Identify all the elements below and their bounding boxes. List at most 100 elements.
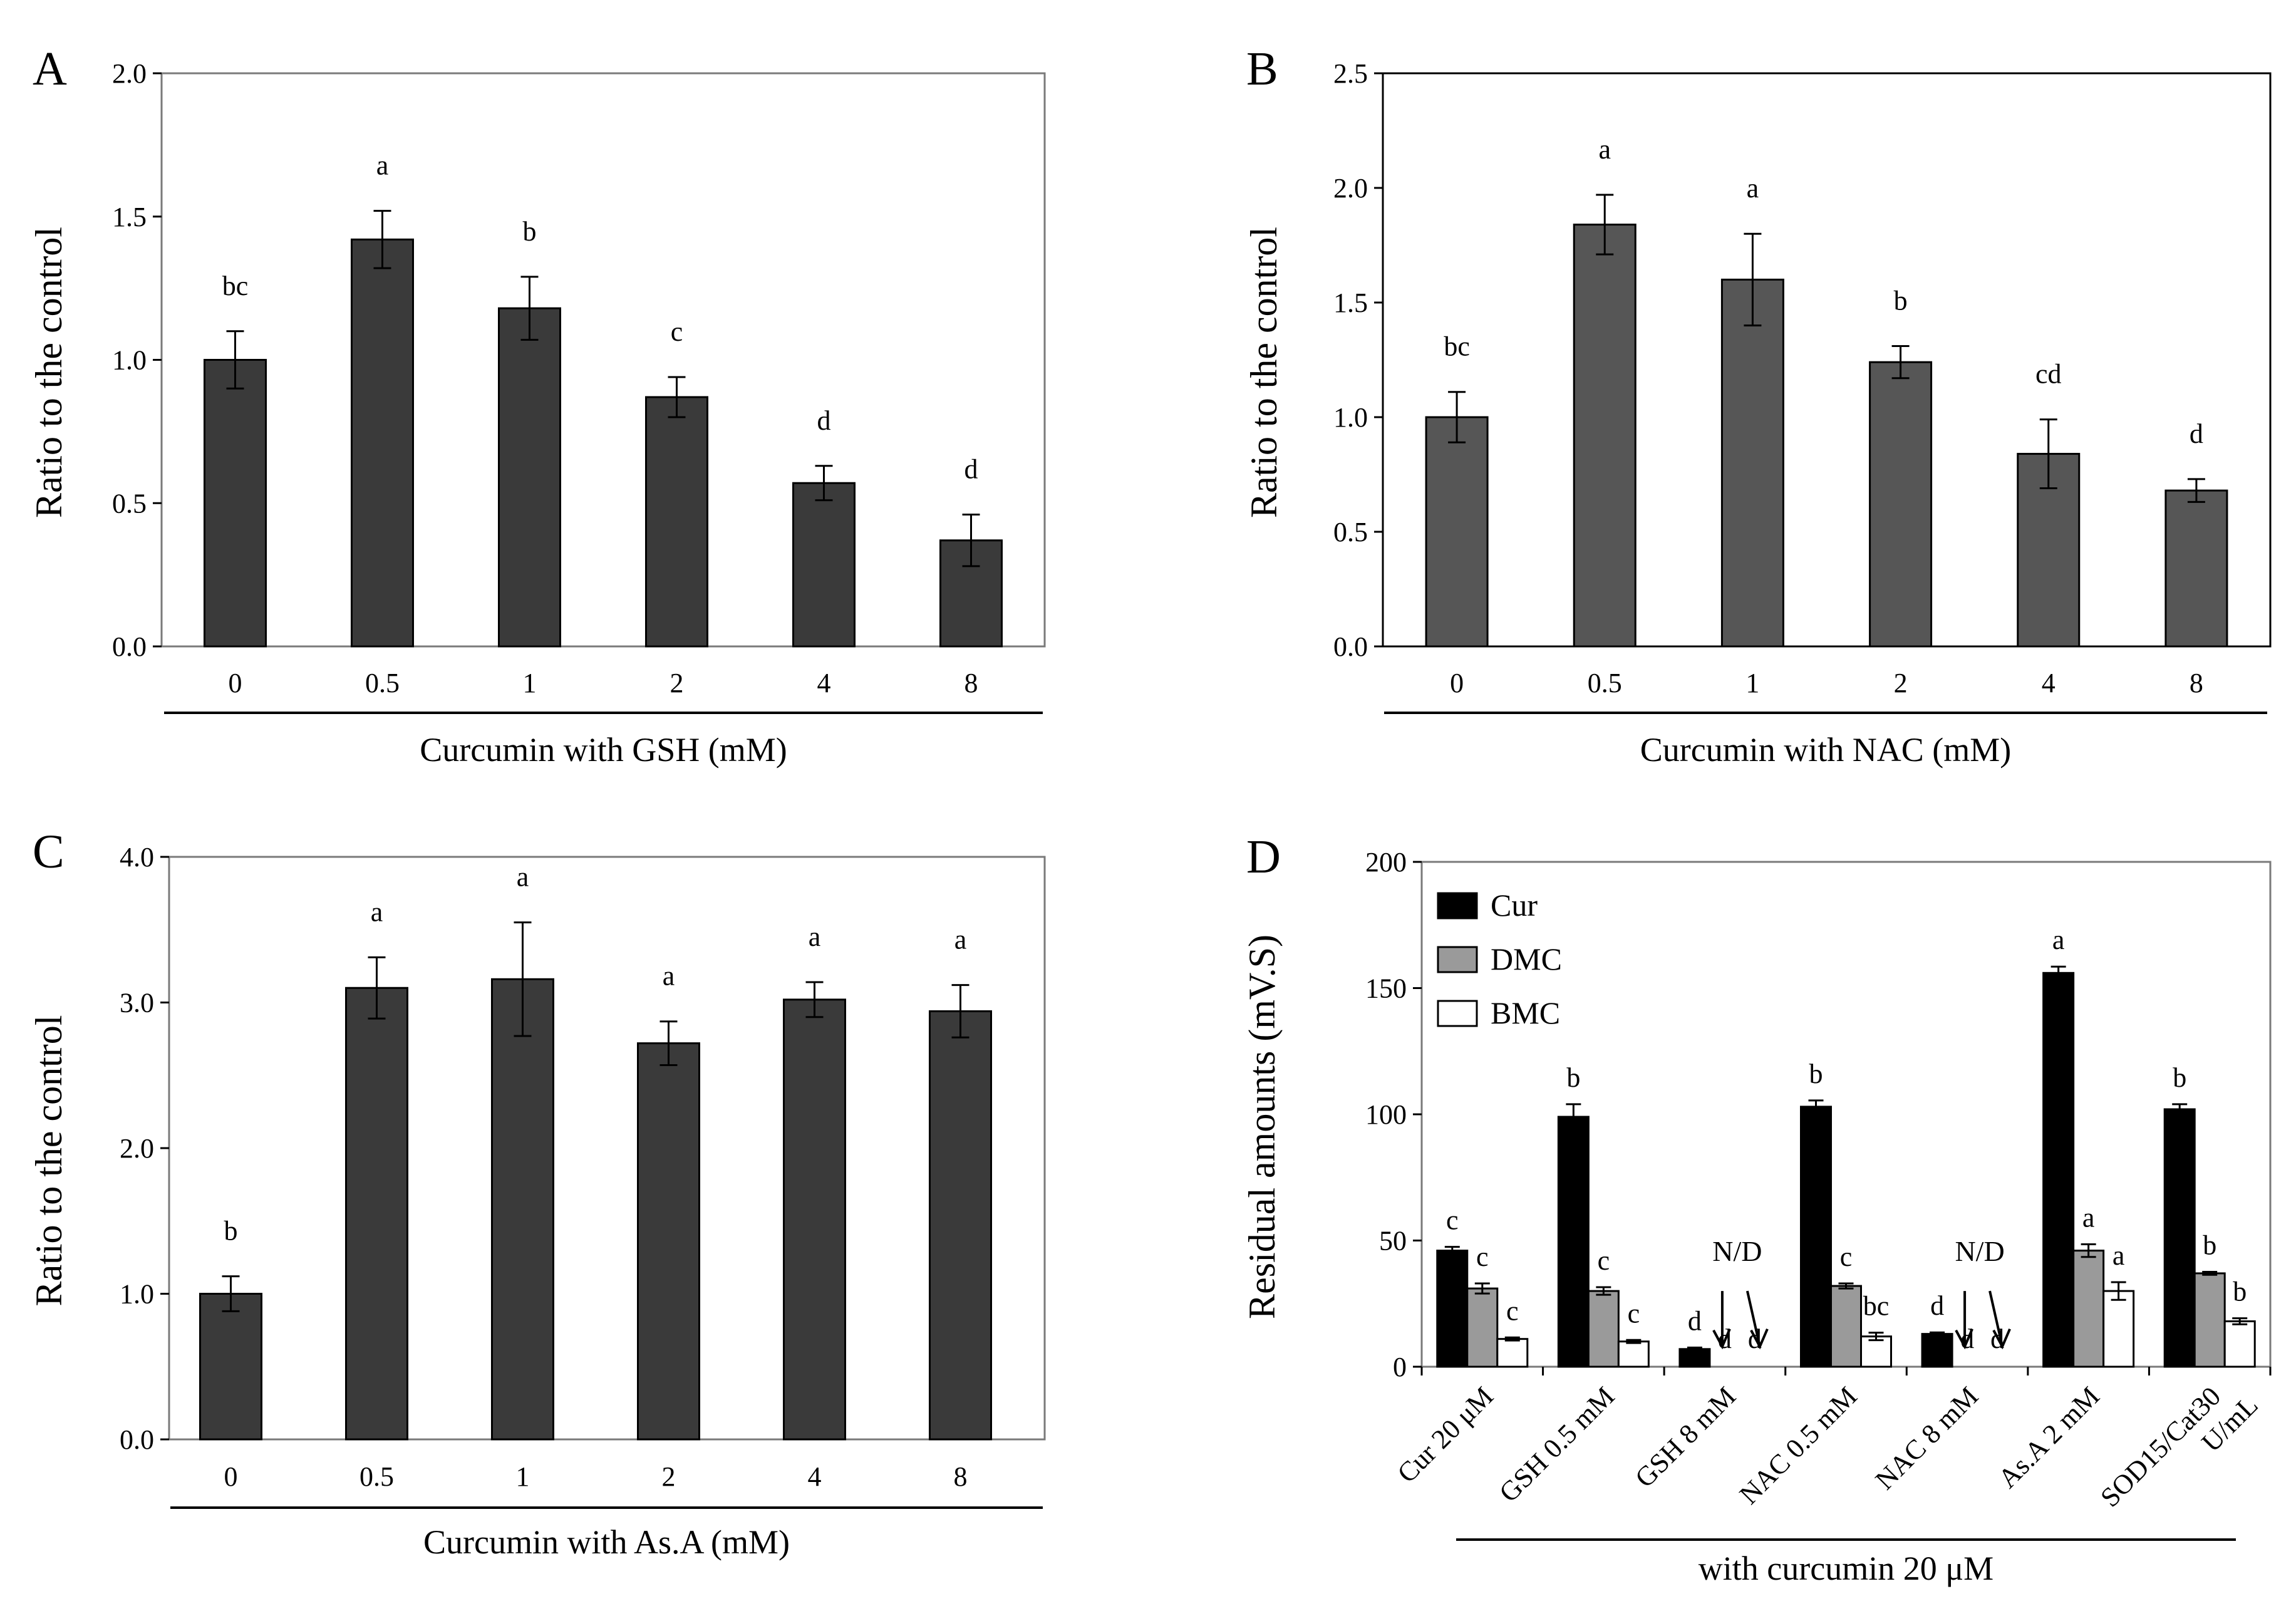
bar [1869, 361, 1933, 648]
x-category-label-line: GSH 8 mM [1629, 1381, 1742, 1493]
x-category-label: 0 [224, 1461, 238, 1492]
significance-letter: a [1747, 173, 1759, 204]
legend-swatch-dmc [1437, 946, 1478, 973]
bar [204, 359, 267, 648]
bar-dmc [2193, 1272, 2226, 1368]
legend-label-bmc: BMC [1491, 995, 1560, 1030]
bar [1573, 224, 1637, 648]
x-category-label-line: NAC 0.5 mM [1734, 1381, 1863, 1510]
significance-letter: a [1598, 134, 1611, 165]
bar-bmc [2102, 1290, 2135, 1368]
x-category-label: GSH 8 mM [1629, 1381, 1742, 1493]
bar [491, 978, 554, 1441]
significance-letter: a [376, 150, 389, 181]
bar [929, 1010, 992, 1441]
significance-letter: bc [222, 271, 249, 301]
y-axis-label: Ratio to the control [28, 227, 70, 518]
significance-letter: c [671, 316, 683, 347]
significance-letter: b [1809, 1059, 1823, 1089]
significance-letter: b [1566, 1062, 1580, 1093]
nd-arrowhead [1992, 1328, 2011, 1350]
nd-arrowhead [1750, 1328, 1769, 1350]
x-category-label: GSH 0.5 mM [1493, 1381, 1620, 1508]
nd-annotation: N/D [1955, 1235, 2004, 1267]
x-axis-label: with curcumin 20 μM [1699, 1550, 1993, 1587]
panel-letter: A [33, 43, 67, 95]
x-category-label: 0.5 [1588, 668, 1622, 698]
significance-letter: c [1598, 1245, 1610, 1276]
significance-letter: a [663, 961, 675, 992]
y-tick-label: 0.0 [112, 631, 147, 662]
bar [351, 238, 414, 648]
bar-dmc [1466, 1287, 1499, 1368]
x-category-label: 8 [964, 668, 978, 698]
bar-cur [2163, 1108, 2196, 1368]
bar [2164, 489, 2228, 648]
x-category-label: 8 [954, 1461, 968, 1492]
x-category-label: SOD15/Cat30U/mL [2094, 1367, 2263, 1536]
y-tick-label: 200 [1365, 847, 1407, 878]
significance-letter: b [2233, 1277, 2247, 1307]
x-category-label: 0.5 [359, 1461, 394, 1492]
plot-frame [168, 856, 1046, 1441]
x-category-label: 2 [662, 1461, 676, 1492]
nd-annotation: N/D [1712, 1235, 1762, 1267]
bar [792, 482, 856, 648]
x-category-label: 8 [2190, 668, 2203, 698]
x-category-label-line: As.A 2 mM [1992, 1381, 2106, 1494]
x-category-label: 2 [1894, 668, 1908, 698]
significance-letter: a [371, 896, 383, 927]
significance-letter: b [2173, 1062, 2186, 1093]
y-tick-label: 0.0 [1333, 631, 1368, 662]
significance-letter: d [817, 405, 831, 436]
x-category-label: 1 [523, 668, 537, 698]
significance-letter: d [964, 454, 978, 485]
bar [783, 998, 846, 1441]
y-tick-label: 0.5 [1333, 517, 1368, 547]
legend-swatch-bmc [1437, 1000, 1478, 1027]
bar [1720, 278, 1784, 648]
y-tick-label: 1.0 [112, 345, 147, 376]
x-category-label-line: NAC 8 mM [1869, 1381, 1984, 1495]
significance-letter: d [2190, 418, 2203, 449]
panel-letter: D [1246, 831, 1281, 883]
panel-d: D 0 50 100 150 200 Residual amounts (mV.S) with… [1241, 831, 2272, 1587]
significance-letter: d [1930, 1290, 1944, 1321]
significance-letter: cd [2035, 359, 2062, 390]
bar-bmc [1617, 1340, 1650, 1368]
x-category-label: 4 [2042, 668, 2056, 698]
significance-letter: c [1476, 1241, 1489, 1272]
x-category-label: NAC 8 mM [1869, 1381, 1984, 1495]
legend-swatch-cur [1437, 892, 1478, 920]
bar-cur [1436, 1250, 1469, 1368]
bar-bmc [1860, 1335, 1892, 1368]
x-category-label: 1 [1745, 668, 1759, 698]
significance-letter: a [2052, 925, 2065, 955]
y-tick-label: 50 [1379, 1226, 1407, 1256]
significance-letter: c [1506, 1295, 1519, 1326]
bar [345, 987, 408, 1441]
panel-b: B 0.0 0.5 1.0 1.5 2.0 2.5 Ratio to the control C… [1243, 43, 2272, 769]
x-category-label: NAC 0.5 mM [1734, 1381, 1863, 1510]
y-tick-label: 4.0 [120, 842, 154, 873]
significance-letter: c [1446, 1205, 1459, 1236]
x-category-label: 1 [516, 1461, 530, 1492]
nd-arrow [1745, 1290, 1761, 1347]
bar [199, 1293, 262, 1441]
bar-dmc [1587, 1290, 1620, 1368]
plot-frame [160, 72, 1046, 648]
significance-letter: a [2112, 1240, 2125, 1271]
significance-letter: b [523, 216, 537, 247]
x-category-label: 0 [229, 668, 242, 698]
y-tick-label: 100 [1365, 1099, 1407, 1130]
nd-arrow [1988, 1290, 2004, 1347]
x-category-label: 4 [817, 668, 831, 698]
significance-letter: d [1688, 1305, 1702, 1336]
nd-arrowhead [1955, 1328, 1973, 1350]
x-category-label: 0.5 [365, 668, 400, 698]
y-tick-label: 3.0 [120, 988, 154, 1018]
legend-label-cur: Cur [1491, 888, 1538, 923]
plot-frame [1382, 72, 2272, 648]
y-tick-label: 0.0 [120, 1424, 154, 1455]
bar-cur [1557, 1116, 1590, 1368]
